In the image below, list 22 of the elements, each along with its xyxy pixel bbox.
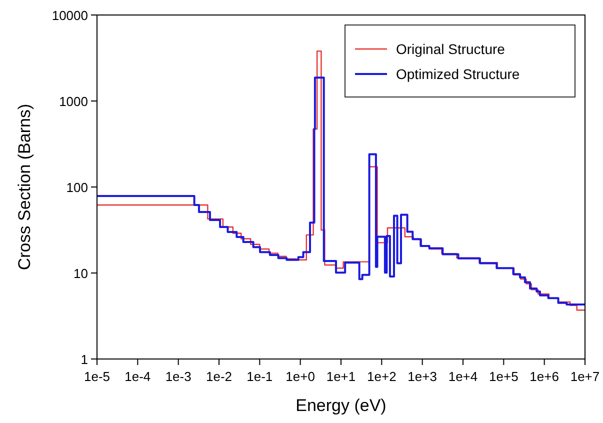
x-tick-label: 1e+2 bbox=[367, 369, 396, 384]
y-tick-label: 10000 bbox=[52, 8, 88, 23]
y-axis-title: Cross Section (Barns) bbox=[15, 104, 34, 270]
y-tick-label: 100 bbox=[66, 180, 88, 195]
x-tick-label: 1e-3 bbox=[165, 369, 192, 384]
x-tick-label: 1e+0 bbox=[286, 369, 315, 384]
x-tick-label: 1e-5 bbox=[84, 369, 110, 384]
x-axis-title: Energy (eV) bbox=[296, 396, 386, 415]
x-tick-label: 1e+4 bbox=[448, 369, 478, 384]
x-tick-label: 1e-4 bbox=[124, 369, 151, 384]
legend-label: Optimized Structure bbox=[396, 66, 520, 82]
x-tick-label: 1e-2 bbox=[206, 369, 232, 384]
x-tick-label: 1e+6 bbox=[530, 369, 559, 384]
y-tick-label: 1000 bbox=[59, 94, 88, 109]
y-tick-label: 10 bbox=[74, 266, 88, 281]
x-tick-label: 1e+5 bbox=[489, 369, 518, 384]
legend-label: Original Structure bbox=[396, 41, 506, 57]
x-tick-label: 1e+7 bbox=[570, 369, 600, 384]
x-tick-label: 1e+3 bbox=[408, 369, 437, 384]
y-tick-label: 1 bbox=[80, 352, 88, 367]
x-tick-label: 1e-1 bbox=[246, 369, 273, 384]
x-tick-label: 1e+1 bbox=[326, 369, 356, 384]
